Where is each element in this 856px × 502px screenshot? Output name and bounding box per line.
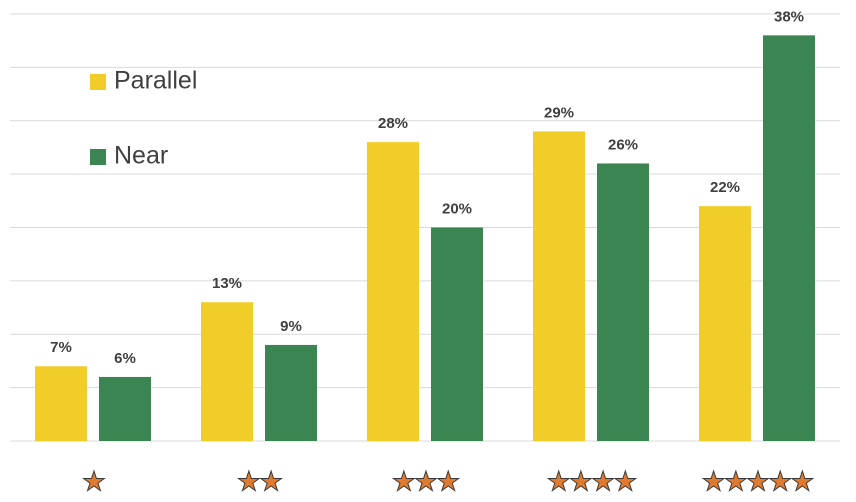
- data-label: 6%: [114, 350, 136, 367]
- bar: [763, 35, 815, 441]
- bar: [533, 131, 585, 442]
- bar: [99, 376, 151, 441]
- bar: [367, 142, 419, 441]
- bar: [265, 344, 317, 441]
- data-label: 22%: [710, 179, 740, 196]
- x-tick-label: ★: [82, 467, 105, 498]
- legend-swatch: [90, 149, 106, 165]
- legend-label: Near: [114, 142, 168, 170]
- legend-swatch: [90, 74, 106, 90]
- data-label: 26%: [608, 136, 638, 153]
- bar: [431, 227, 483, 441]
- x-tick-label: ★★: [237, 467, 282, 498]
- data-label: 7%: [50, 339, 72, 356]
- data-label: 28%: [378, 115, 408, 132]
- data-label: 9%: [280, 318, 302, 335]
- data-label: 29%: [544, 104, 574, 121]
- bar: [35, 366, 87, 441]
- bar: [201, 302, 253, 441]
- x-tick-label: ★★★★: [547, 467, 637, 498]
- legend-label: Parallel: [114, 67, 197, 95]
- data-label: 38%: [774, 8, 804, 25]
- bar: [597, 163, 649, 441]
- x-tick-label: ★★★: [392, 467, 459, 498]
- x-tick-label: ★★★★★: [701, 467, 813, 498]
- data-label: 13%: [212, 275, 242, 292]
- data-label: 20%: [442, 200, 472, 217]
- bar: [699, 206, 751, 441]
